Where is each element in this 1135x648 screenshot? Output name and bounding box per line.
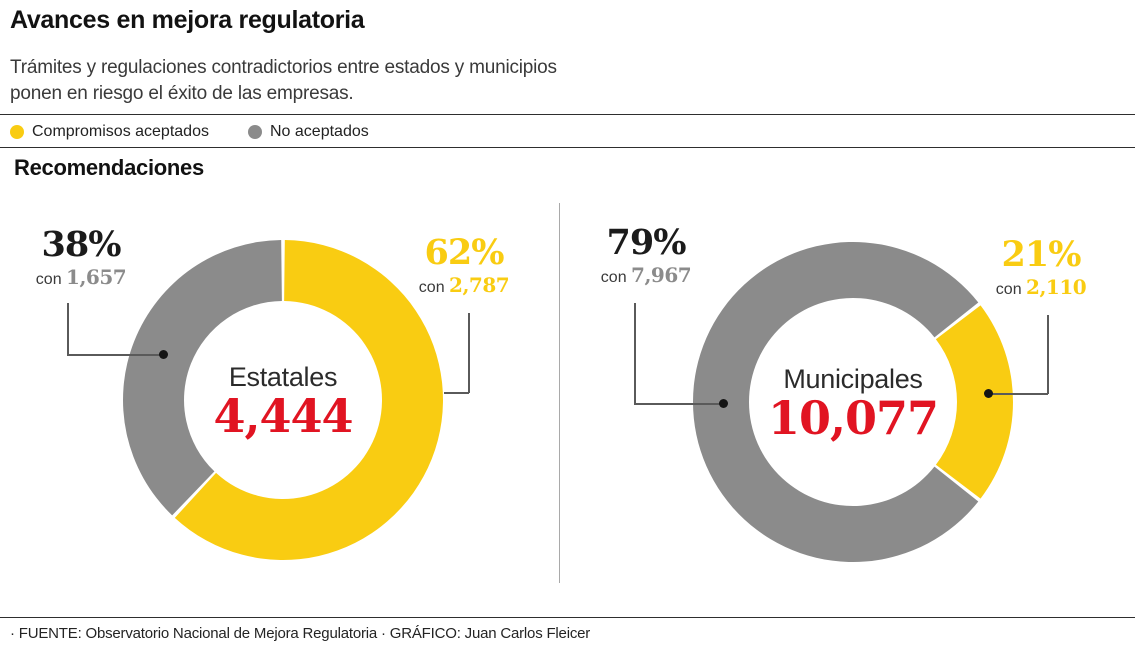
municipales-accepted-percent: 21%: [1001, 234, 1082, 275]
subtitle-line-2: ponen en riesgo el éxito de las empresas…: [10, 83, 354, 104]
label-estatales-rejected: 38% con 1,657: [15, 224, 147, 289]
label-municipales-accepted: 21% con 2,110: [975, 234, 1107, 299]
rejected-legend-dot-icon: [248, 125, 262, 139]
donut-chart-estatales: [123, 240, 443, 560]
donut-chart-municipales: [692, 242, 1013, 562]
donut-slice-rejected: [692, 242, 979, 562]
callout-line-municipales-accepted-h: [988, 393, 1048, 395]
subtitle-line-1: Trámites y regulaciones contradictorios …: [10, 57, 557, 78]
source-credit: · FUENTE: Observatorio Nacional de Mejor…: [10, 625, 591, 642]
donut-municipales-total: 10,077: [767, 391, 939, 445]
municipales-rejected-percent: 79%: [606, 222, 687, 263]
estatales-rejected-value-row: con 1,657: [15, 265, 147, 289]
callout-line-municipales-rejected-v: [634, 303, 636, 404]
legend-item-accepted: Compromisos aceptados: [10, 123, 209, 140]
legend-top-rule: [0, 114, 1135, 115]
callout-line-estatales-rejected-v: [67, 303, 69, 355]
callout-line-estatales-accepted-h: [444, 392, 469, 394]
municipales-accepted-value-row: con 2,110: [975, 275, 1107, 299]
callout-dot-municipales-rejected: [719, 399, 728, 408]
charts-divider: [559, 203, 560, 583]
callout-dot-estatales-rejected: [159, 350, 168, 359]
donut-estatales-title: Estatales: [228, 362, 338, 392]
estatales-accepted-value-row: con 2,787: [398, 273, 530, 297]
con-word: con: [35, 271, 62, 288]
label-estatales-accepted: 62% con 2,787: [398, 232, 530, 297]
callout-line-municipales-rejected-h: [634, 403, 723, 405]
legend-item-rejected: No aceptados: [248, 123, 369, 140]
footer-rule: [0, 617, 1135, 618]
label-municipales-rejected: 79% con 7,967: [580, 222, 712, 287]
municipales-accepted-value: 2,110: [1026, 275, 1087, 299]
section-title: Recomendaciones: [14, 155, 204, 180]
estatales-rejected-percent: 38%: [41, 224, 122, 265]
callout-dot-municipales-accepted: [984, 389, 993, 398]
callout-line-estatales-rejected-h: [67, 354, 163, 356]
estatales-accepted-value: 2,787: [449, 273, 510, 297]
legend-rejected-label: No aceptados: [270, 123, 369, 140]
donut-slice-rejected: [123, 240, 282, 516]
page-title: Avances en mejora regulatoria: [10, 6, 365, 34]
con-word: con: [600, 269, 627, 286]
legend-bottom-rule: [0, 147, 1135, 148]
municipales-rejected-value: 7,967: [631, 263, 692, 287]
con-word: con: [418, 279, 445, 296]
municipales-rejected-value-row: con 7,967: [580, 263, 712, 287]
donut-estatales-total: 4,444: [213, 389, 353, 443]
con-word: con: [995, 281, 1022, 298]
estatales-rejected-value: 1,657: [66, 265, 127, 289]
donut-municipales-title: Municipales: [783, 364, 923, 394]
donut-slice-accepted: [935, 305, 1013, 499]
callout-line-estatales-accepted-v: [468, 313, 470, 393]
legend-accepted-label: Compromisos aceptados: [32, 123, 209, 140]
callout-line-municipales-accepted-v: [1047, 315, 1049, 394]
donut-slice-accepted: [174, 240, 443, 560]
accepted-legend-dot-icon: [10, 125, 24, 139]
estatales-accepted-percent: 62%: [424, 232, 505, 273]
